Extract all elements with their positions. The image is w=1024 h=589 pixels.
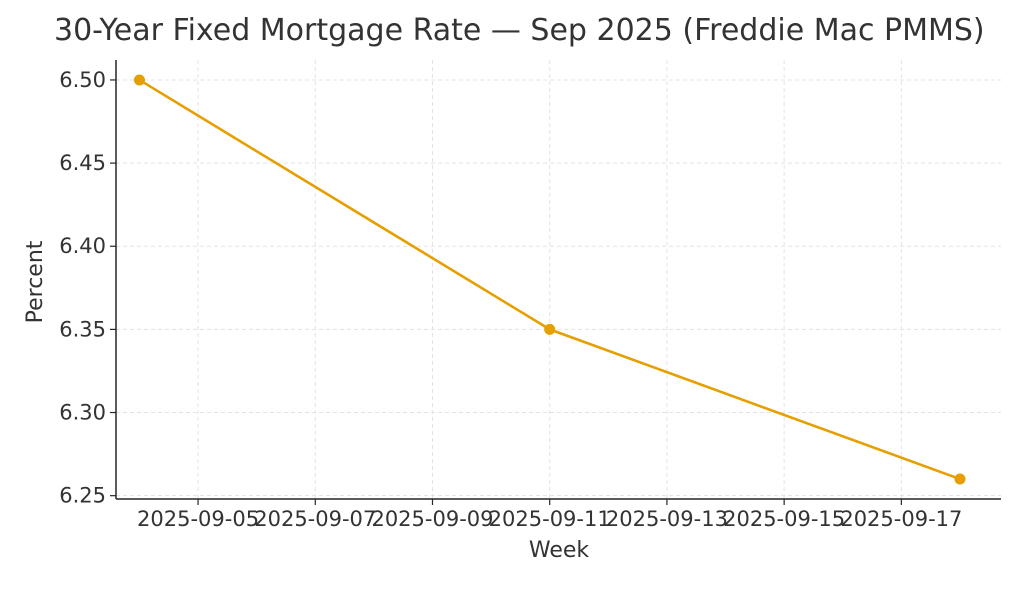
y-tick-label: 6.30: [59, 401, 106, 425]
grid: [116, 60, 1001, 499]
ticks: 2025-09-052025-09-072025-09-092025-09-11…: [59, 68, 962, 531]
chart-title: 30-Year Fixed Mortgage Rate — Sep 2025 (…: [54, 13, 985, 48]
y-tick-label: 6.35: [59, 317, 106, 341]
y-tick-label: 6.50: [59, 68, 106, 92]
y-tick-label: 6.25: [59, 484, 106, 508]
y-axis-label: Percent: [23, 240, 48, 323]
x-tick-label: 2025-09-17: [840, 507, 962, 531]
x-tick-label: 2025-09-13: [606, 507, 728, 531]
x-axis-label: Week: [529, 538, 590, 563]
x-tick-label: 2025-09-05: [137, 507, 259, 531]
data-point: [954, 473, 966, 485]
data-point: [544, 323, 556, 335]
y-tick-label: 6.45: [59, 151, 106, 175]
x-tick-label: 2025-09-09: [371, 507, 493, 531]
x-tick-label: 2025-09-11: [489, 507, 611, 531]
x-tick-label: 2025-09-07: [254, 507, 376, 531]
y-tick-label: 6.40: [59, 234, 106, 258]
x-tick-label: 2025-09-15: [723, 507, 845, 531]
axes: [115, 60, 1001, 500]
series: [133, 74, 966, 485]
data-point: [133, 74, 145, 86]
